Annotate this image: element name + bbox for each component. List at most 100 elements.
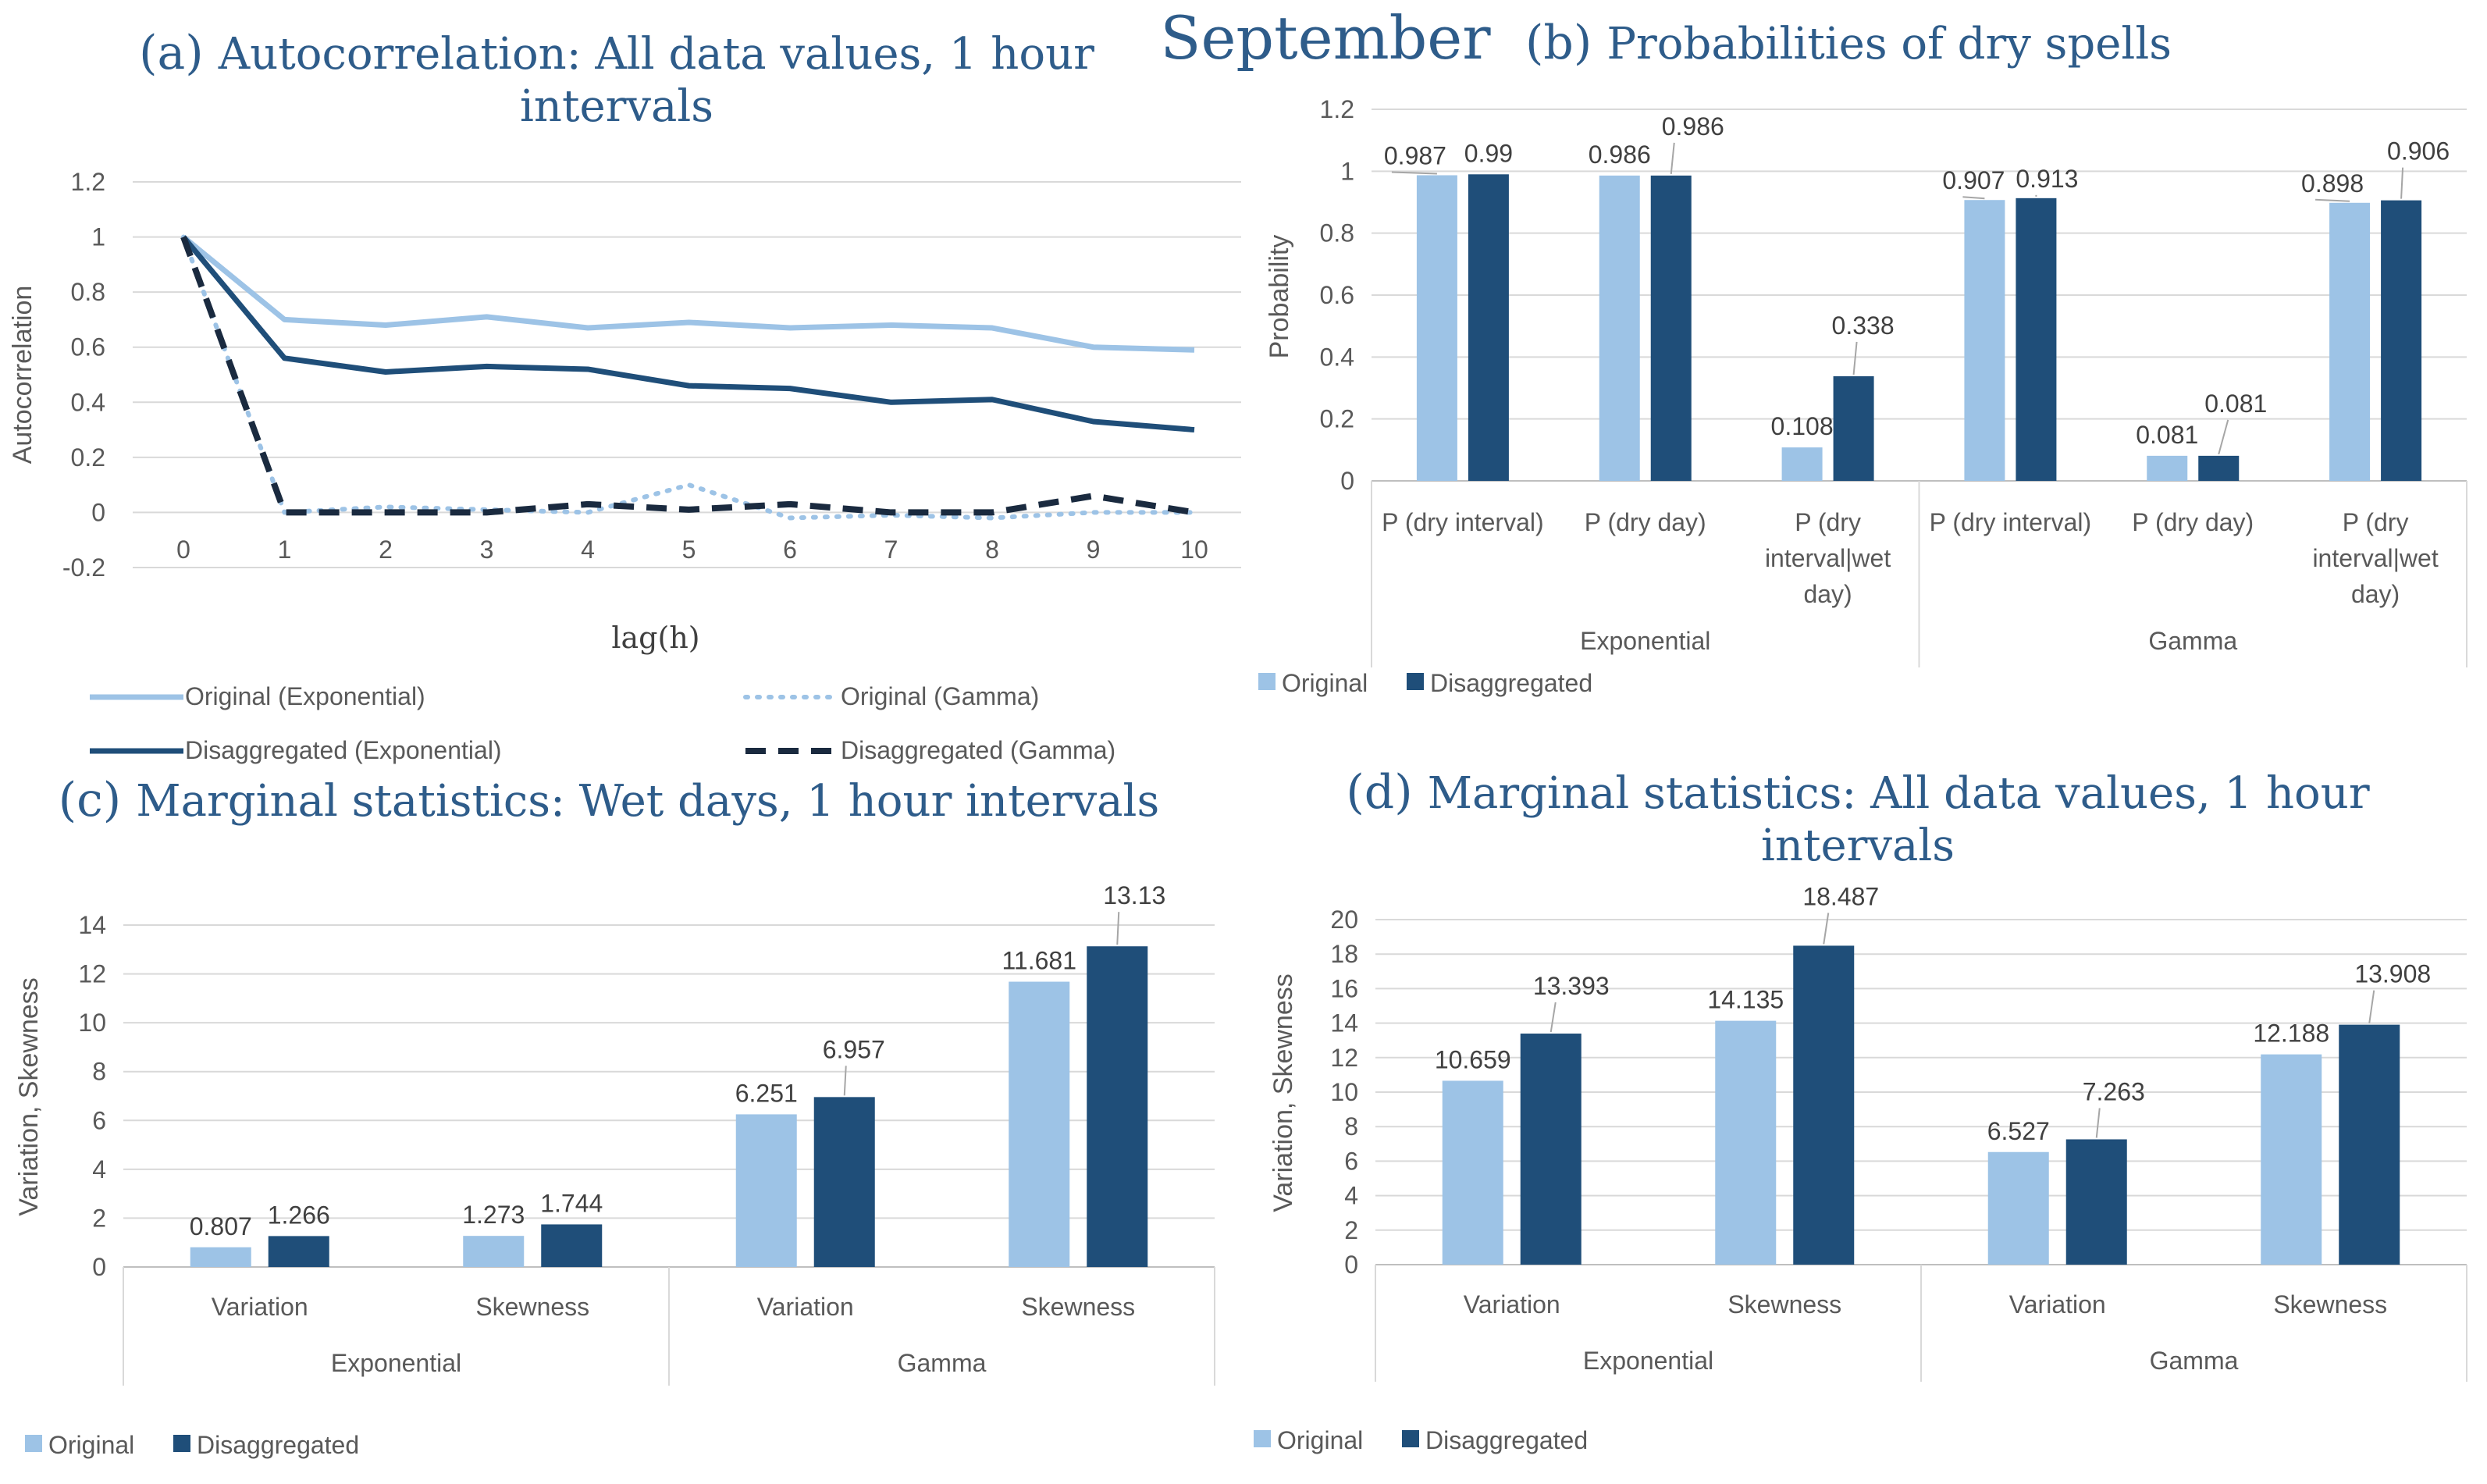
legend-label: Disaggregated [1425,1426,1588,1454]
x-category-label: Skewness [1021,1293,1135,1321]
y-tick-label: 8 [92,1058,106,1086]
y-tick-label: 2 [1344,1216,1358,1244]
y-tick-label: 0 [1344,1251,1358,1279]
y-tick-label: 4 [1344,1182,1358,1210]
data-label: 0.986 [1662,112,1724,141]
bar [813,1097,875,1267]
bar [1781,447,1823,481]
x-category-label: P (dry [1795,508,1861,536]
data-label: 0.907 [1942,166,2005,194]
bar [190,1247,251,1267]
data-label: 1.266 [268,1201,330,1229]
data-label-leader [1852,341,1858,375]
bar [2381,200,2422,481]
legend-label: Original (Exponential) [185,682,425,710]
data-label: 0.906 [2387,137,2450,165]
group-label: Gamma [2150,1347,2239,1375]
series-line [181,234,1195,353]
x-tick-label: 1 [278,536,292,564]
data-label: 0.986 [1589,141,1651,169]
y-tick-label: 14 [1330,1009,1358,1037]
data-label-leader [1823,913,1830,945]
x-category-label: Variation [2009,1290,2106,1319]
y-tick-label: 0 [1340,467,1354,495]
legend-label: Disaggregated [1430,669,1592,697]
x-category-label: day) [1803,580,1852,608]
data-label: 0.913 [2016,165,2078,193]
x-category-label: day) [2351,580,2400,608]
group-label: Gamma [2148,627,2237,655]
y-tick-label: 0.2 [1320,405,1354,433]
y-tick-label: 4 [92,1155,106,1183]
panel-a-autocorrelation: (a) Autocorrelation: All data values, 1 … [8,26,1241,764]
chart-title: (c) Marginal statistics: Wet days, 1 hou… [59,773,1159,827]
y-axis-label: Variation, Skewness [14,977,44,1216]
series-line [181,235,1195,433]
x-tick-label: 9 [1087,536,1101,564]
data-label-leader [1962,196,1985,200]
x-tick-label: 7 [884,536,898,564]
x-tick-label: 10 [1180,536,1208,564]
x-category-label: P (dry day) [2132,508,2254,536]
x-category-label: P (dry interval) [1382,508,1543,536]
data-label-leader [2095,1108,2101,1138]
data-label-leader [1549,1002,1557,1033]
legend-label: Disaggregated [197,1431,359,1459]
data-label: 1.273 [462,1201,525,1229]
series-line [181,234,1197,521]
data-label-leader [1670,142,1675,174]
x-tick-label: 5 [682,536,696,564]
bar [2016,198,2057,482]
x-tick-label: 3 [480,536,494,564]
bar [1009,981,1070,1267]
legend-label: Original [1277,1426,1363,1454]
data-label: 6.251 [735,1079,798,1107]
bar [1964,200,2005,481]
x-category-label: P (dry day) [1585,508,1706,536]
y-tick-label: 0.8 [71,278,105,306]
legend-label: Disaggregated (Exponential) [185,736,502,764]
legend-label: Disaggregated (Gamma) [841,736,1115,764]
data-label: 0.081 [2204,390,2267,418]
legend-swatch [1258,673,1276,690]
x-tick-label: 0 [176,536,190,564]
data-label: 13.908 [2354,960,2431,988]
y-tick-label: 0 [92,1253,106,1281]
data-label-leader [1391,171,1437,175]
data-label-leader [2315,198,2350,202]
y-tick-label: 18 [1330,940,1358,968]
data-label: 0.108 [1771,412,1834,440]
y-tick-label: 6 [1344,1147,1358,1175]
bar [1833,375,1874,481]
legend-label: Original [48,1431,134,1459]
data-label-leader [2368,990,2375,1023]
x-tick-label: 4 [581,536,595,564]
y-tick-label: 1 [1340,157,1354,185]
legend-label: Original (Gamma) [841,682,1039,710]
y-tick-label: 10 [78,1009,106,1037]
data-label: 11.681 [1002,947,1077,975]
data-label: 7.263 [2083,1077,2145,1105]
data-label: 14.135 [1707,986,1784,1014]
group-label: Exponential [1583,1347,1713,1375]
y-tick-label: 14 [78,911,106,939]
chart-title: (d) Marginal statistics: All data values… [1346,765,2369,820]
y-tick-label: -0.2 [62,553,105,582]
y-tick-label: 2 [92,1204,106,1232]
y-tick-label: 12 [78,960,106,988]
x-category-label: interval|wet [2312,544,2438,572]
x-category-label: Variation [212,1293,308,1321]
bar [1793,945,1855,1265]
data-label-leader [1116,912,1120,945]
chart-title-line2: intervals [520,81,713,132]
x-category-label: P (dry interval) [1930,508,2091,536]
y-tick-label: 1 [91,223,105,251]
legend-swatch [1254,1430,1271,1447]
y-tick-label: 0.8 [1320,219,1354,247]
x-category-label: Skewness [475,1293,589,1321]
y-tick-label: 0.6 [71,333,105,361]
x-tick-label: 8 [985,536,999,564]
legend-swatch [1407,673,1424,690]
y-tick-label: 0 [91,498,105,526]
x-category-label: P (dry [2343,508,2409,536]
